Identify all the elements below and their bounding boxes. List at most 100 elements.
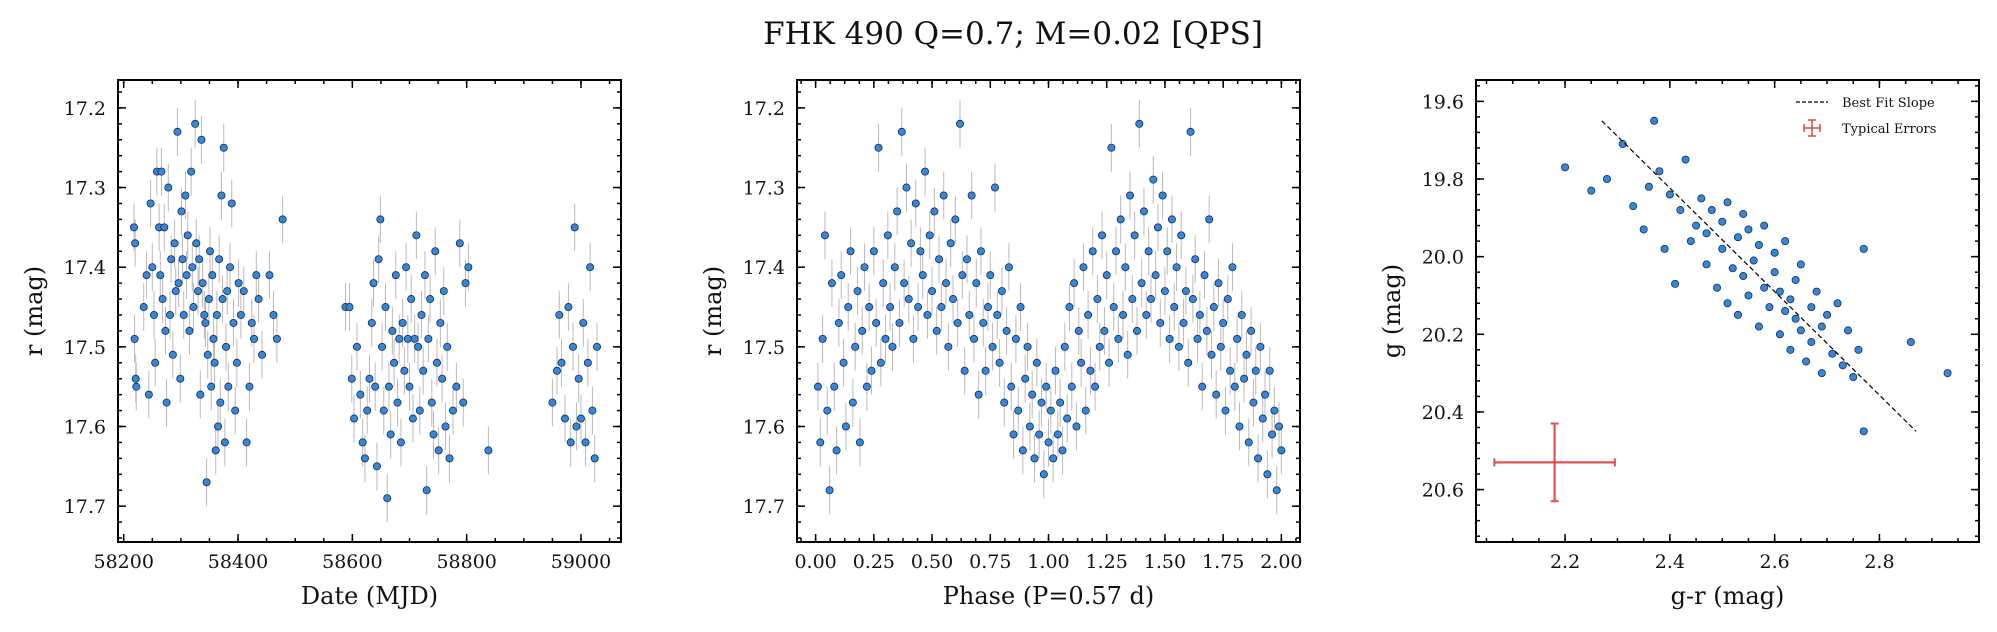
lightcurve-point xyxy=(174,279,183,288)
lightcurve-point xyxy=(574,374,583,383)
phased-point xyxy=(1077,358,1086,367)
phased-point xyxy=(1156,318,1165,327)
lightcurve-point xyxy=(218,295,227,304)
lightcurve-point xyxy=(590,454,599,463)
phased-point xyxy=(1242,350,1251,359)
phased-point xyxy=(1214,279,1223,288)
lightcurve-point xyxy=(229,318,238,327)
phased-point xyxy=(818,334,827,343)
lightcurve-point xyxy=(403,334,412,343)
phased-point xyxy=(1256,342,1265,351)
phased-point xyxy=(1070,279,1079,288)
lightcurve-point xyxy=(242,438,251,447)
phased-point xyxy=(1088,247,1097,256)
cmd-point xyxy=(1629,202,1638,211)
phased-panel: 0.00 0.25 0.50 0.75 1.00 1.25 1.50 1.75 2.00 17.2… xyxy=(699,79,1303,610)
cmd-point xyxy=(1754,240,1763,249)
cmd-point xyxy=(1707,206,1716,215)
phased-point xyxy=(914,303,923,312)
phased-point xyxy=(1074,326,1083,335)
phased-xtick-label: 1.50 xyxy=(1144,551,1186,573)
lightcurve-point xyxy=(432,358,441,367)
cmd-point xyxy=(1665,190,1674,199)
lightcurve-point xyxy=(552,366,561,375)
phased-point xyxy=(1263,470,1272,479)
phased-point xyxy=(1128,295,1137,304)
lightcurve-point xyxy=(371,382,380,391)
cmd-point xyxy=(1802,357,1811,366)
lightcurve-point xyxy=(265,271,274,280)
cmd-point xyxy=(1754,322,1763,331)
phased-point xyxy=(881,334,890,343)
phased-point xyxy=(1170,303,1179,312)
phased-ytick-label: 17.2 xyxy=(743,98,785,120)
phased-point xyxy=(1044,438,1053,447)
cmd-point xyxy=(1844,326,1853,335)
cmd-xtick-label: 2.4 xyxy=(1655,551,1685,573)
phased-point xyxy=(1251,366,1260,375)
cmd-point xyxy=(1671,279,1680,288)
lightcurve-panel: 58200 58400 58600 58800 59000 17.2 17.3 17.4 17.… xyxy=(20,79,622,610)
lightcurve-point xyxy=(374,255,383,264)
phased-point xyxy=(1035,430,1044,439)
phased-point xyxy=(1011,334,1020,343)
lightcurve-point xyxy=(378,342,387,351)
lightcurve-point xyxy=(388,326,397,335)
phased-point xyxy=(893,207,902,216)
phased-point xyxy=(1205,215,1214,224)
cmd-point xyxy=(1739,272,1748,281)
lightcurve-point xyxy=(156,271,165,280)
phased-xtick-label: 2.00 xyxy=(1260,551,1302,573)
phased-point xyxy=(886,303,895,312)
cmd-point xyxy=(1697,194,1706,203)
phased-point xyxy=(876,358,885,367)
phased-point xyxy=(1021,374,1030,383)
cmd-point xyxy=(1681,155,1690,164)
phased-point xyxy=(865,303,874,312)
phased-point xyxy=(1093,295,1102,304)
lightcurve-point xyxy=(179,310,188,319)
cmd-point xyxy=(1770,268,1779,277)
lightcurve-point xyxy=(376,215,385,224)
lightcurve-point xyxy=(200,310,209,319)
phased-point xyxy=(1244,438,1253,447)
phased-point xyxy=(1160,287,1169,296)
phased-point xyxy=(830,382,839,391)
phased-point xyxy=(946,239,955,248)
phased-xtick-label: 0.00 xyxy=(794,551,836,573)
phased-point xyxy=(1219,318,1228,327)
phased-point xyxy=(1105,358,1114,367)
phased-point xyxy=(1184,358,1193,367)
lightcurve-point xyxy=(464,263,473,272)
phased-point xyxy=(1100,326,1109,335)
cmd-ticks: 2.2 2.4 2.6 2.8 19.6 19.8 20.0 20.2 20.4 20.6 xyxy=(1422,80,1979,573)
phased-point xyxy=(851,342,860,351)
cmd-point xyxy=(1760,221,1769,230)
lightcurve-point xyxy=(196,390,205,399)
lightcurve-point xyxy=(557,358,566,367)
phased-point xyxy=(890,263,899,272)
lightcurve-point xyxy=(390,358,399,367)
lightcurve-point xyxy=(434,446,443,455)
phased-xtick-label: 1.25 xyxy=(1086,551,1128,573)
phased-ytick-label: 17.5 xyxy=(743,337,785,359)
lightcurve-point xyxy=(431,247,440,256)
legend-fit-label: Best Fit Slope xyxy=(1842,96,1935,111)
phased-point xyxy=(902,183,911,192)
phased-point xyxy=(916,247,925,256)
phased-point xyxy=(1102,271,1111,280)
phased-point xyxy=(1107,143,1116,152)
legend: Best Fit Slope Typical Errors xyxy=(1796,96,1936,137)
lightcurve-point xyxy=(132,382,141,391)
lightcurve-ytick-label: 17.2 xyxy=(64,98,106,120)
lightcurve-point xyxy=(363,406,372,415)
phased-point xyxy=(1053,430,1062,439)
lightcurve-point xyxy=(150,310,159,319)
cmd-point xyxy=(1796,260,1805,269)
lightcurve-point xyxy=(146,199,155,208)
phased-point xyxy=(1228,263,1237,272)
lightcurve-ytick-label: 17.5 xyxy=(64,337,106,359)
cmd-point xyxy=(1744,225,1753,234)
lightcurve-point xyxy=(555,310,564,319)
lightcurve-point xyxy=(166,310,175,319)
